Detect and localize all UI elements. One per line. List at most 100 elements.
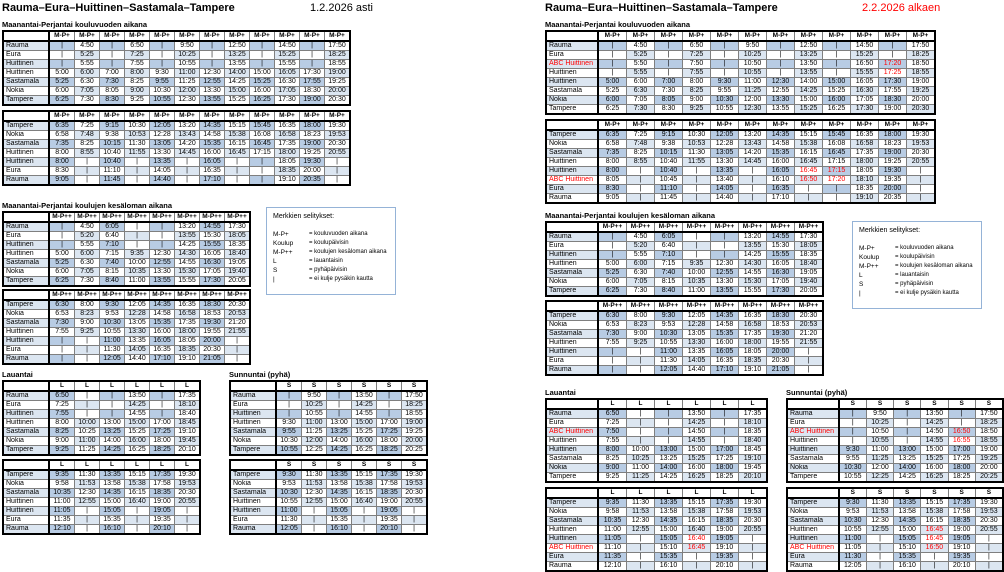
time-cell: 12:30 bbox=[626, 516, 655, 526]
time-cell: 19:00 bbox=[299, 139, 325, 149]
skip-marker-cell: | bbox=[199, 50, 225, 60]
time-cell: 8:00 bbox=[597, 445, 627, 455]
skip-marker-cell: | bbox=[99, 50, 125, 60]
time-cell: 13:25 bbox=[99, 427, 125, 437]
time-cell: 7:10 bbox=[99, 240, 125, 250]
skip-marker-cell: | bbox=[766, 68, 795, 78]
time-cell: 17:30 bbox=[299, 68, 325, 78]
time-cell: 10:55 bbox=[710, 104, 739, 115]
time-cell: 8:00 bbox=[74, 299, 100, 310]
time-cell: 14:40 bbox=[682, 365, 711, 376]
legend-item: | = ei kulje pysäkin kautta bbox=[859, 289, 975, 298]
time-cell: 11:00 bbox=[124, 276, 150, 287]
column-header: M-P+ bbox=[274, 30, 300, 42]
time-cell: 18:50 bbox=[906, 59, 936, 69]
time-cell: 15:38 bbox=[682, 507, 711, 517]
time-cell: 7:30 bbox=[626, 104, 655, 115]
skip-marker-cell: | bbox=[224, 175, 250, 186]
time-cell: 11:00 bbox=[48, 497, 75, 507]
time-cell: 17:25 bbox=[376, 427, 402, 437]
table-mf-school-year-return: M-P+ M-P+ M-P+ M-P+ M-P+ M-P+ M-P+ M-P+ M-P+ M-P+… bbox=[545, 119, 936, 204]
stop-name: Nokia bbox=[545, 139, 599, 149]
column-header: M-P+ bbox=[174, 30, 200, 42]
time-cell: 20:00 bbox=[906, 95, 936, 105]
time-cell: 15:55 bbox=[738, 286, 767, 297]
time-cell: 7:55 bbox=[597, 436, 627, 446]
time-cell: 13:50 bbox=[124, 390, 150, 401]
skip-marker-cell: | bbox=[376, 390, 402, 401]
time-cell: 18:35 bbox=[947, 516, 976, 526]
time-cell: 17:50 bbox=[401, 390, 428, 401]
time-cell: 15:05 bbox=[893, 534, 922, 544]
time-cell: 17:58 bbox=[710, 507, 739, 517]
time-cell: 16:58 bbox=[274, 130, 300, 140]
time-cell: 12:55 bbox=[74, 497, 100, 507]
time-cell: 19:10 bbox=[174, 354, 200, 365]
column-header: M-P+ bbox=[174, 110, 200, 122]
table-saturday-outbound: L L L L L L Rauma 6:50 | | 13:50 | 17:35 Eura 7:25 | | 14… bbox=[545, 398, 768, 483]
skip-marker-cell: | bbox=[906, 184, 936, 194]
table-saturday-return: L L L L L L Tampere 9:35 11:30 13:35 15:15 17:35 19:… bbox=[545, 487, 768, 572]
skip-marker-cell: | bbox=[906, 166, 936, 176]
time-cell: 9:50 bbox=[174, 40, 200, 51]
stop-name: ABC Huittinen bbox=[786, 543, 840, 553]
time-cell: 20:30 bbox=[224, 299, 251, 310]
time-cell: 14:05 bbox=[124, 345, 150, 355]
time-cell: 13:55 bbox=[710, 286, 739, 297]
skip-marker-cell: | bbox=[74, 409, 100, 419]
time-cell: 12:55 bbox=[199, 77, 225, 87]
skip-marker-cell: | bbox=[48, 50, 75, 60]
time-cell: 20:30 bbox=[324, 139, 351, 149]
time-cell: 5:25 bbox=[48, 258, 75, 268]
time-cell: 6:30 bbox=[74, 77, 100, 87]
stop-name: Huittinen bbox=[545, 259, 599, 269]
time-cell: 11:00 bbox=[174, 68, 200, 78]
time-cell: 13:25 bbox=[224, 50, 250, 60]
stop-name: Sastamala bbox=[545, 86, 599, 96]
time-cell: 19:25 bbox=[324, 77, 351, 87]
skip-marker-cell: | bbox=[597, 250, 627, 260]
skip-marker-cell: | bbox=[947, 408, 976, 419]
time-cell: 19:00 bbox=[710, 525, 739, 535]
time-cell: 12:30 bbox=[301, 488, 327, 498]
skip-marker-cell: | bbox=[822, 193, 851, 204]
time-cell: 7:30 bbox=[74, 276, 100, 287]
time-cell: 11:30 bbox=[626, 497, 655, 508]
column-header: M-P++ bbox=[149, 289, 175, 301]
time-cell: 15:25 bbox=[794, 104, 823, 115]
skip-marker-cell: | bbox=[149, 400, 175, 410]
skip-marker-cell: | bbox=[224, 166, 250, 176]
time-cell: 19:10 bbox=[710, 543, 739, 553]
time-cell: 12:30 bbox=[149, 249, 175, 259]
skip-marker-cell: | bbox=[838, 408, 867, 419]
skip-marker-cell: | bbox=[351, 515, 377, 525]
stop-name: Sastamala bbox=[2, 318, 50, 328]
column-header: S bbox=[893, 487, 922, 499]
skip-marker-cell: | bbox=[738, 552, 768, 562]
time-cell: 14:25 bbox=[99, 445, 125, 456]
time-cell: 13:58 bbox=[326, 479, 352, 489]
time-cell: 12:25 bbox=[865, 472, 895, 483]
corner-cell bbox=[786, 487, 840, 499]
time-cell: 6:53 bbox=[597, 320, 627, 330]
time-cell: 15:45 bbox=[822, 129, 851, 140]
time-cell: 20:35 bbox=[299, 175, 325, 186]
time-cell: 15:35 bbox=[199, 139, 225, 149]
time-cell: 6:25 bbox=[48, 95, 75, 106]
stop-name: Eura bbox=[2, 231, 50, 241]
time-cell: 15:25 bbox=[124, 427, 150, 437]
time-cell: 21:05 bbox=[199, 354, 225, 365]
time-cell: 13:58 bbox=[893, 507, 922, 517]
time-cell: 8:25 bbox=[682, 86, 711, 96]
time-cell: 20:00 bbox=[299, 166, 325, 176]
stop-name: Huittinen bbox=[545, 166, 599, 176]
time-cell: 19:00 bbox=[947, 525, 976, 535]
time-cell: 19:40 bbox=[794, 277, 824, 287]
skip-marker-cell: | bbox=[249, 175, 275, 186]
time-cell: 7:30 bbox=[99, 77, 125, 87]
stop-name: ABC Huittinen bbox=[786, 427, 840, 437]
time-cell: 7:25 bbox=[597, 418, 627, 428]
time-cell: 10:55 bbox=[865, 436, 895, 446]
stop-name: Huittinen bbox=[545, 338, 599, 348]
time-cell: 6:00 bbox=[74, 68, 100, 78]
